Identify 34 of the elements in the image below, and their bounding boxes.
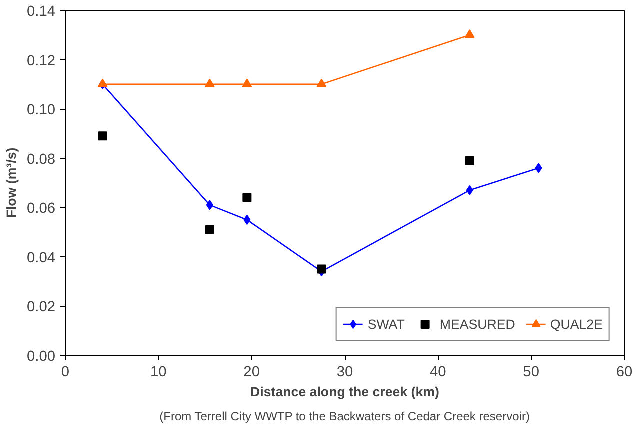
x-tick-label: 40 [430, 364, 446, 380]
x-tick-label: 50 [523, 364, 540, 380]
x-axis-title: Distance along the creek (km) [250, 384, 440, 400]
x-tick-label: 60 [616, 364, 633, 380]
point [316, 78, 327, 88]
point [317, 264, 326, 274]
legend-label: SWAT [368, 316, 405, 332]
point [98, 132, 108, 141]
y-tick-label: 0.06 [26, 201, 56, 218]
point [242, 193, 252, 202]
x-tick-label: 20 [244, 364, 260, 380]
point [205, 225, 214, 234]
y-tick-label: 0.14 [26, 4, 56, 20]
point [242, 78, 252, 88]
text: (From Terrell City WWTP to the Backwaters of Cedar Creek reservoir) [160, 410, 530, 424]
y-tick-label: 0.02 [26, 300, 56, 316]
point [465, 156, 474, 166]
legend-label: MEASURED [440, 316, 516, 332]
point [206, 200, 214, 210]
x-tick-label: 30 [336, 364, 354, 380]
x-tick-label: 0 [61, 364, 70, 380]
point [466, 185, 474, 196]
point [535, 163, 542, 174]
y-tick-label: 0.08 [26, 152, 56, 168]
y-tick-label: 0.04 [26, 250, 56, 266]
legend-label: QUAL2E [550, 316, 603, 332]
point [244, 214, 251, 225]
y-tick-label: 0.00 [26, 349, 56, 365]
point [464, 29, 475, 38]
y-tick-label: 0.12 [26, 53, 56, 70]
x-tick-label: 10 [150, 364, 167, 380]
y-tick-label: 0.10 [26, 102, 56, 119]
y-axis-title: Flow (m³/s) [4, 148, 19, 218]
point [204, 78, 215, 88]
